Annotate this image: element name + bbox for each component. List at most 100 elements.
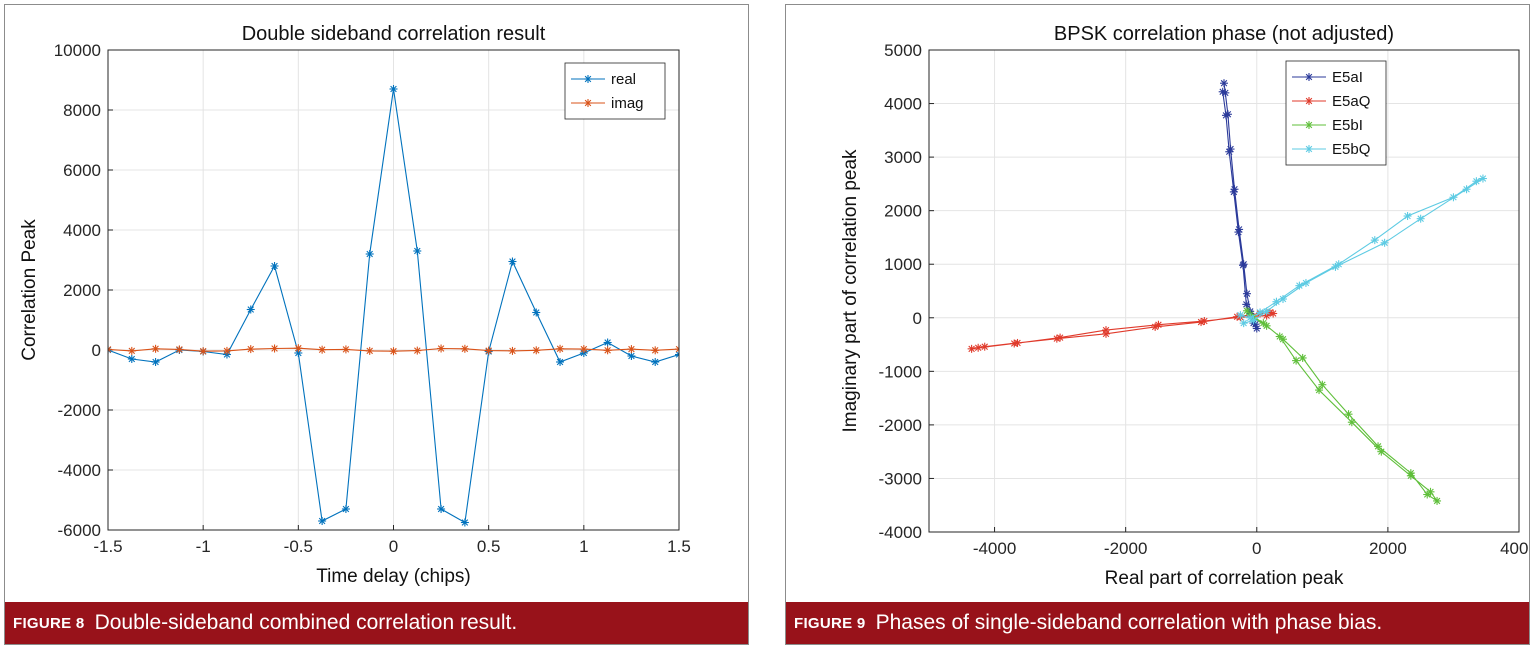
data-point-imag [246,345,255,354]
y-tick-label: 5000 [884,41,922,60]
data-point-E5bQ [1301,278,1310,287]
data-point-E5bQ [1462,185,1471,194]
figure-8-label: FIGURE 8 [13,614,85,632]
data-point-imag [389,347,398,356]
legend-marker-E5bQ [1305,145,1313,153]
data-point-imag [127,346,136,355]
data-point-imag [556,344,565,353]
y-tick-label: 3000 [884,148,922,167]
data-point-E5aQ [1102,326,1110,335]
data-point-real [460,518,469,527]
x-tick-label: 1.5 [667,537,691,556]
data-point-E5bI [1315,386,1324,395]
data-point-E5aQ [974,343,983,352]
data-point-imag [579,345,588,354]
data-point-E5aI [1234,228,1243,237]
data-point-E5aQ [1154,320,1163,329]
data-point-E5bI [1377,447,1386,456]
figure-9-caption-bar: FIGURE 9 Phases of single-sideband corre… [786,602,1529,644]
figure-8-caption-bar: FIGURE 8 Double-sideband combined correl… [5,602,748,644]
data-point-real [651,358,660,366]
y-tick-label: -2000 [58,401,101,420]
x-axis-label: Time delay (chips) [316,566,471,587]
figure-8-caption: Double-sideband combined correlation res… [94,611,518,634]
legend-box [1285,60,1387,166]
data-point-E5aI [1239,261,1248,270]
data-point-E5aI [1220,79,1228,88]
data-point-E5bQ [1370,236,1379,245]
data-point-E5aI [1225,147,1234,156]
data-point-E5bI [1344,410,1353,419]
x-tick-label: -1.5 [93,537,122,556]
data-point-E5aI [1229,187,1238,196]
legend-label-E5aQ: E5aQ [1332,93,1370,110]
data-point-E5bQ [1239,319,1248,328]
data-point-E5bQ [1272,297,1281,306]
x-tick-label: 0.5 [477,537,501,556]
data-point-E5bQ [1279,295,1287,304]
data-point-imag [151,344,160,353]
data-point-real [389,85,398,93]
series-layer [967,79,1487,505]
data-point-imag [603,346,612,355]
x-tick-label: -0.5 [284,537,313,556]
data-point-imag [437,344,446,353]
legend-label-E5aI: E5aI [1332,69,1363,86]
legend-item-E5bQ: E5bQ [1292,141,1370,158]
x-tick-label: -4000 [973,539,1016,558]
data-point-imag [413,346,422,355]
data-point-imag [460,344,469,353]
data-point-real [603,338,612,347]
data-point-E5aQ [1200,316,1209,325]
data-point-E5aI [1242,289,1251,298]
data-point-real [294,349,303,357]
data-point-real [508,257,517,266]
legend-label-imag: imag [611,95,644,112]
data-point-E5bQ [1249,316,1258,325]
data-point-real [318,517,327,525]
data-point-E5aQ [1010,339,1019,348]
data-point-E5aQ [1056,333,1065,342]
data-point-imag [341,345,350,354]
legend-item-imag: imag [571,95,644,112]
legend: real imag [564,62,666,120]
data-point-real [556,358,565,366]
legend-label-real: real [611,71,636,88]
data-point-real [413,247,422,255]
y-tick-label: -1000 [879,362,922,381]
data-point-imag [651,346,660,355]
data-point-imag [484,346,493,355]
y-tick-label: -4000 [879,523,922,542]
data-point-E5bQ [1334,260,1343,269]
legend-marker-E5aI [1305,73,1313,81]
figure-9-panel: -4000 -2000 0 2000 4000 -4000 -3000 -2000 -1000 0… [785,4,1530,645]
data-point-E5aQ [1269,309,1278,318]
data-point-E5aQ [967,344,976,353]
data-point-E5bI [1433,496,1442,505]
series-layer [108,85,679,527]
y-tick-label: -3000 [879,469,922,488]
data-point-imag [532,346,541,355]
legend-marker-imag [584,99,592,107]
data-point-real [437,505,446,513]
data-point-real [627,352,636,360]
y-tick-label: 4000 [884,95,922,114]
y-tick-label: 0 [913,309,922,328]
data-point-E5bQ [1331,262,1340,271]
data-point-real [365,250,374,258]
axes-box [107,49,680,531]
plot-area [929,50,1519,532]
y-tick-label: 1000 [884,255,922,274]
legend-marker-E5aQ [1305,97,1313,105]
series-line-E5bI [1246,310,1438,502]
correlation-result-chart: -1.5 -1 -0.5 0 0.5 1 1.5 -6000 -4000 -2000 0 2000 40… [19,23,691,587]
data-point-imag [222,346,231,355]
data-point-real [127,355,136,363]
legend-label-E5bQ: E5bQ [1332,141,1370,158]
data-point-E5aI [1221,111,1230,120]
x-axis-label: Real part of correlation peak [1105,568,1344,589]
y-tick-label: 2000 [63,281,101,300]
legend-item-E5aQ: E5aQ [1292,93,1370,110]
y-tick-label: -6000 [58,521,101,540]
data-point-E5bQ [1380,238,1389,247]
